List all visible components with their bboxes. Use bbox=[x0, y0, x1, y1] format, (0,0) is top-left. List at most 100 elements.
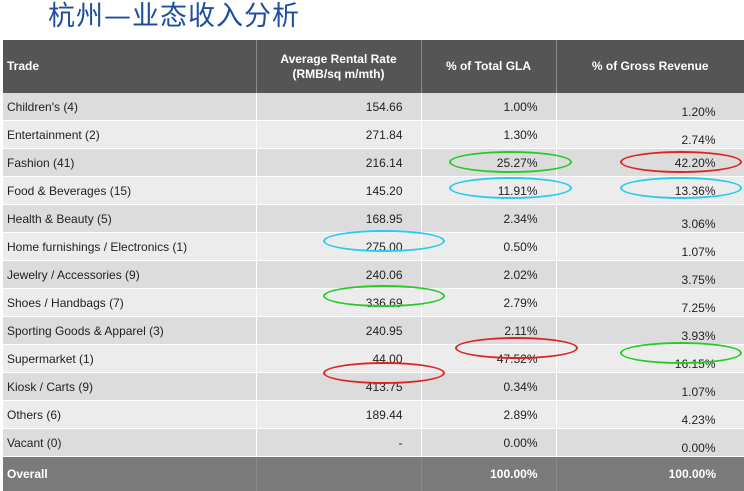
revenue-cell: 1.20% bbox=[556, 93, 744, 121]
trade-cell-value: Supermarket (1) bbox=[7, 352, 94, 366]
trade-cell: Food & Beverages (15) bbox=[3, 177, 256, 205]
header-trade: Trade bbox=[3, 40, 256, 93]
rental-rate-cell-value: 44.00 bbox=[372, 352, 402, 366]
revenue-cell-value: 13.36% bbox=[675, 184, 716, 198]
table-row: Fashion (41) 216.14 25.27% 42.20% bbox=[3, 149, 744, 177]
table-header-row: Trade Average Rental Rate (RMB/sq m/mth)… bbox=[3, 40, 744, 93]
trade-cell-value: Home furnishings / Electronics (1) bbox=[7, 240, 187, 254]
header-rental-rate-line2: (RMB/sq m/mth) bbox=[257, 67, 421, 82]
rental-rate-cell-value: 240.06 bbox=[366, 268, 403, 282]
trade-cell: Children's (4) bbox=[3, 93, 256, 121]
revenue-cell: 3.06% bbox=[556, 205, 744, 233]
table-row: Food & Beverages (15) 145.20 11.91% 13.36% bbox=[3, 177, 744, 205]
rental-rate-cell-value: 275.00 bbox=[366, 240, 403, 254]
rental-rate-cell: 413.75 bbox=[256, 373, 421, 401]
revenue-cell: 4.23% bbox=[556, 401, 744, 429]
header-rental-rate-line1: Average Rental Rate bbox=[257, 52, 421, 67]
gla-cell: 0.00% bbox=[421, 429, 556, 457]
revenue-cell-value: 3.06% bbox=[681, 217, 715, 231]
table-row: Others (6) 189.44 2.89% 4.23% bbox=[3, 401, 744, 429]
gla-cell-value: 0.00% bbox=[503, 436, 537, 450]
rental-rate-cell: 275.00 bbox=[256, 233, 421, 261]
trade-cell-value: Entertainment (2) bbox=[7, 128, 100, 142]
revenue-cell-value: 3.93% bbox=[681, 329, 715, 343]
rental-rate-cell: 145.20 bbox=[256, 177, 421, 205]
gla-cell-value: 1.00% bbox=[503, 100, 537, 114]
gla-cell: 25.27% bbox=[421, 149, 556, 177]
overall-gla: 100.00% bbox=[421, 457, 556, 491]
trade-cell-value: Children's (4) bbox=[7, 100, 78, 114]
header-rental-rate: Average Rental Rate (RMB/sq m/mth) bbox=[256, 40, 421, 93]
rental-rate-cell-value: 271.84 bbox=[366, 128, 403, 142]
trade-cell: Supermarket (1) bbox=[3, 345, 256, 373]
trade-cell: Entertainment (2) bbox=[3, 121, 256, 149]
gla-cell-value: 2.89% bbox=[503, 408, 537, 422]
revenue-cell-value: 4.23% bbox=[681, 413, 715, 427]
header-revenue: % of Gross Revenue bbox=[556, 40, 744, 93]
rental-rate-cell-value: 336.69 bbox=[366, 296, 403, 310]
revenue-cell-value: 0.00% bbox=[681, 441, 715, 455]
rental-rate-cell: - bbox=[256, 429, 421, 457]
overall-rent bbox=[256, 457, 421, 491]
revenue-cell: 2.74% bbox=[556, 121, 744, 149]
rental-rate-cell-value: 154.66 bbox=[366, 100, 403, 114]
gla-cell: 1.00% bbox=[421, 93, 556, 121]
rental-rate-cell: 154.66 bbox=[256, 93, 421, 121]
revenue-cell: 13.36% bbox=[556, 177, 744, 205]
revenue-cell: 0.00% bbox=[556, 429, 744, 457]
trade-cell-value: Vacant (0) bbox=[7, 436, 61, 450]
rental-rate-cell-value: 240.95 bbox=[366, 324, 403, 338]
trade-cell-value: Fashion (41) bbox=[7, 156, 74, 170]
revenue-cell-value: 42.20% bbox=[675, 156, 716, 170]
trade-cell-value: Sporting Goods & Apparel (3) bbox=[7, 324, 164, 338]
rental-rate-cell-value: - bbox=[399, 436, 403, 450]
gla-cell: 2.89% bbox=[421, 401, 556, 429]
trade-cell: Jewelry / Accessories (9) bbox=[3, 261, 256, 289]
gla-cell-value: 25.27% bbox=[497, 156, 538, 170]
gla-cell-value: 2.34% bbox=[503, 212, 537, 226]
revenue-cell-value: 2.74% bbox=[681, 133, 715, 147]
header-gla: % of Total GLA bbox=[421, 40, 556, 93]
trade-cell-value: Others (6) bbox=[7, 408, 61, 422]
rental-rate-cell: 240.06 bbox=[256, 261, 421, 289]
revenue-cell: 3.75% bbox=[556, 261, 744, 289]
table-row: Children's (4) 154.66 1.00% 1.20% bbox=[3, 93, 744, 121]
trade-revenue-table: Trade Average Rental Rate (RMB/sq m/mth)… bbox=[3, 40, 744, 491]
rental-rate-cell: 271.84 bbox=[256, 121, 421, 149]
table-row: Vacant (0) - 0.00% 0.00% bbox=[3, 429, 744, 457]
rental-rate-cell: 168.95 bbox=[256, 205, 421, 233]
gla-cell-value: 47.52% bbox=[497, 352, 538, 366]
trade-cell: Home furnishings / Electronics (1) bbox=[3, 233, 256, 261]
rental-rate-cell-value: 216.14 bbox=[366, 156, 403, 170]
trade-cell: Shoes / Handbags (7) bbox=[3, 289, 256, 317]
revenue-cell: 1.07% bbox=[556, 373, 744, 401]
rental-rate-cell: 44.00 bbox=[256, 345, 421, 373]
revenue-cell: 7.25% bbox=[556, 289, 744, 317]
trade-cell: Health & Beauty (5) bbox=[3, 205, 256, 233]
revenue-cell-value: 3.75% bbox=[681, 273, 715, 287]
revenue-cell-value: 1.07% bbox=[681, 385, 715, 399]
gla-cell: 2.02% bbox=[421, 261, 556, 289]
gla-cell: 2.11% bbox=[421, 317, 556, 345]
rental-rate-cell-value: 145.20 bbox=[366, 184, 403, 198]
revenue-cell: 42.20% bbox=[556, 149, 744, 177]
table-row: Jewelry / Accessories (9) 240.06 2.02% 3.75… bbox=[3, 261, 744, 289]
rental-rate-cell-value: 189.44 bbox=[366, 408, 403, 422]
rental-rate-cell: 189.44 bbox=[256, 401, 421, 429]
gla-cell: 0.34% bbox=[421, 373, 556, 401]
trade-cell: Others (6) bbox=[3, 401, 256, 429]
overall-revenue: 100.00% bbox=[556, 457, 744, 491]
table-row: Sporting Goods & Apparel (3) 240.95 2.11% 3… bbox=[3, 317, 744, 345]
gla-cell-value: 0.34% bbox=[503, 380, 537, 394]
trade-cell: Sporting Goods & Apparel (3) bbox=[3, 317, 256, 345]
rental-rate-cell: 336.69 bbox=[256, 289, 421, 317]
overall-label: Overall bbox=[3, 457, 256, 491]
gla-cell: 11.91% bbox=[421, 177, 556, 205]
trade-cell-value: Jewelry / Accessories (9) bbox=[7, 268, 140, 282]
revenue-cell-value: 1.07% bbox=[681, 245, 715, 259]
trade-cell: Fashion (41) bbox=[3, 149, 256, 177]
